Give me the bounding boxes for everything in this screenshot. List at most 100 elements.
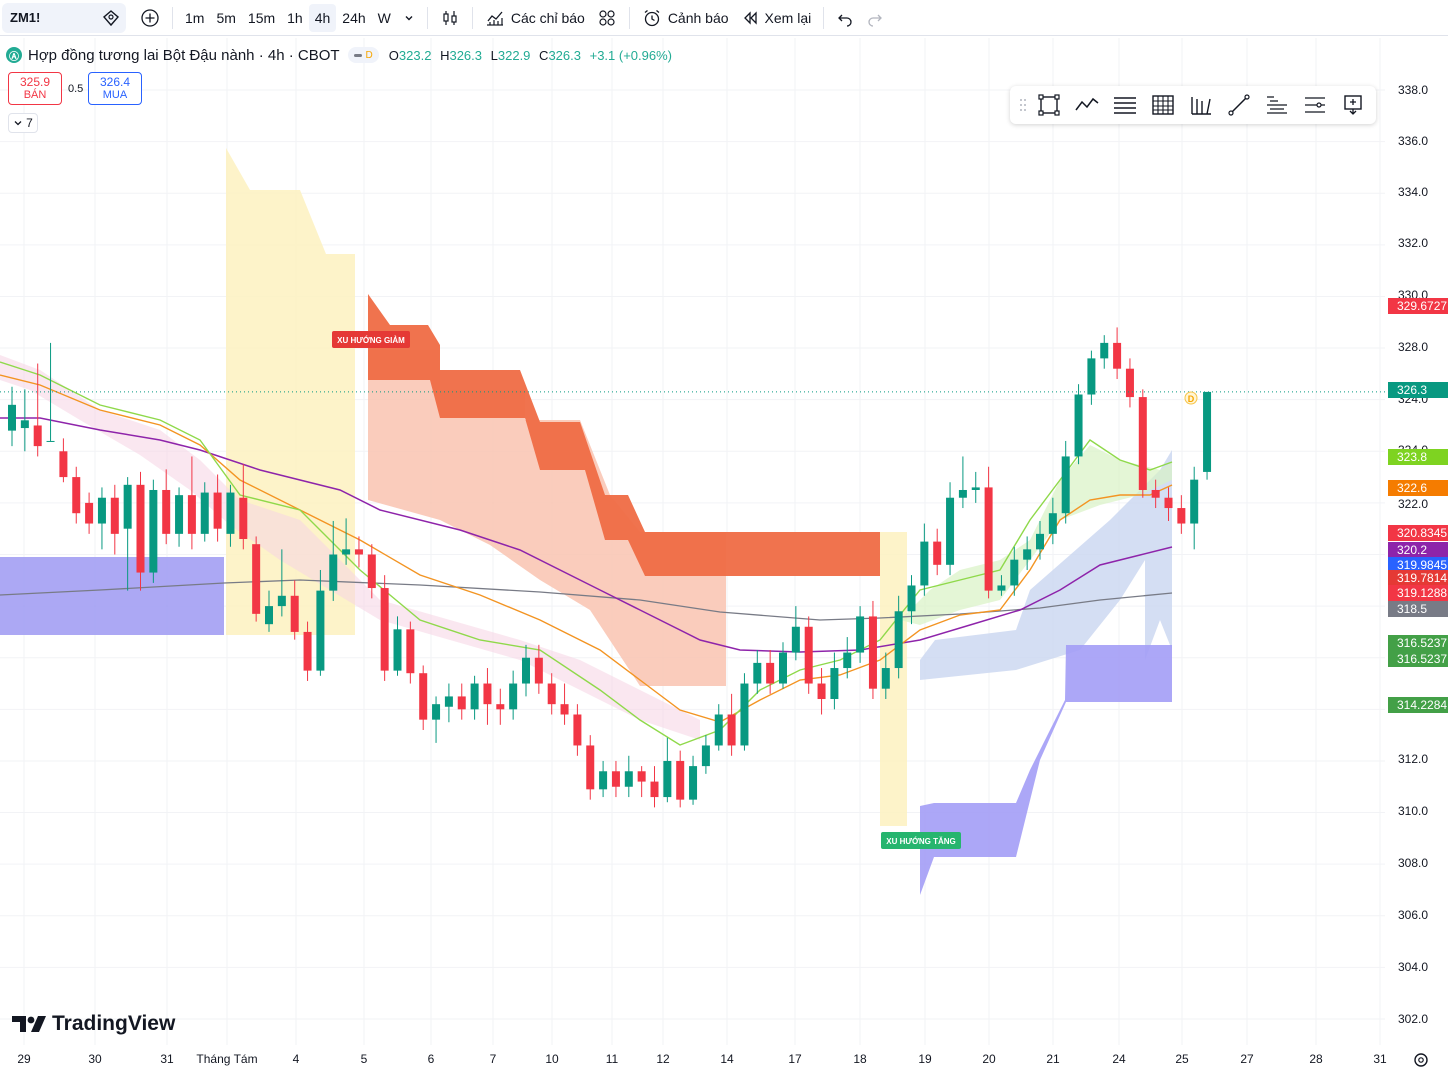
open-value: 323.2 bbox=[398, 47, 432, 63]
drag-dots-icon bbox=[1020, 99, 1026, 111]
gann-box-tool[interactable] bbox=[1144, 89, 1182, 121]
candle-body bbox=[560, 704, 569, 715]
x-tick-label: 31 bbox=[1373, 1052, 1387, 1066]
timeframe-24h[interactable]: 24h bbox=[342, 9, 366, 26]
drag-handle[interactable] bbox=[1016, 89, 1030, 121]
timeframe-dropdown-button[interactable] bbox=[397, 4, 421, 32]
trend-line-tool[interactable] bbox=[1220, 89, 1258, 121]
market-status-letter: D bbox=[365, 49, 373, 61]
low-value: 322.9 bbox=[497, 47, 531, 63]
ma-green-line bbox=[0, 361, 1173, 746]
x-tick-label: 27 bbox=[1240, 1052, 1254, 1066]
price-tag: 319.1288 bbox=[1388, 585, 1448, 601]
change-value: +3.1 (+0.96%) bbox=[589, 47, 672, 63]
candle-body bbox=[1190, 479, 1199, 524]
tv-logo-text: TradingView bbox=[52, 1012, 176, 1035]
indicators-label: Các chỉ báo bbox=[510, 9, 585, 26]
axis-settings-gear-icon[interactable] bbox=[1414, 1053, 1428, 1067]
timeframe-15m[interactable]: 15m bbox=[247, 9, 276, 26]
undo-button[interactable] bbox=[830, 4, 860, 32]
timeframe-1h[interactable]: 1h bbox=[287, 9, 303, 26]
toolbar-divider bbox=[471, 6, 473, 29]
exchange-logo-icon: Ⓐ bbox=[6, 47, 22, 63]
buy-button[interactable]: 326.4 MUA bbox=[88, 72, 142, 105]
candle-body bbox=[46, 440, 55, 442]
close-value: 326.3 bbox=[548, 47, 581, 63]
uptrend-label-bg bbox=[881, 832, 961, 849]
candle-body bbox=[599, 771, 608, 790]
candle-body bbox=[200, 492, 209, 534]
pitchfork-tool[interactable] bbox=[1296, 89, 1334, 121]
price-tag-bg bbox=[1388, 557, 1448, 573]
indicators-collapse-button[interactable]: 7 bbox=[8, 113, 38, 133]
zigzag-icon bbox=[1075, 97, 1099, 111]
grid-icon bbox=[599, 9, 615, 26]
candle-body bbox=[1177, 508, 1186, 524]
price-tag: 319.7814 bbox=[1388, 570, 1448, 586]
timeframe-1m[interactable]: 1m bbox=[185, 9, 205, 26]
x-axis: 29 30 31 Tháng Tám 4 5 6 7 10 11 12 14 17 18 19 20 21 24 2… bbox=[17, 1052, 1387, 1066]
market-status-pill[interactable]: D bbox=[347, 47, 379, 63]
ma-purple-line bbox=[0, 417, 1173, 653]
candle-body bbox=[984, 487, 993, 591]
high-key: H bbox=[440, 47, 450, 63]
price-tag: 320.8345 bbox=[1388, 525, 1448, 541]
candle-body bbox=[946, 497, 955, 565]
compare-add-button[interactable] bbox=[134, 4, 166, 32]
sell-button[interactable]: 325.9 BÁN bbox=[8, 72, 62, 105]
fib-fan-tool[interactable] bbox=[1182, 89, 1220, 121]
candle-body bbox=[894, 611, 903, 669]
fib-levels-icon bbox=[1267, 96, 1287, 114]
sell-label: BÁN bbox=[23, 88, 47, 101]
rectangle-tool[interactable] bbox=[1030, 89, 1068, 121]
price-note-tool[interactable] bbox=[1334, 89, 1372, 121]
y-tick-label: 338.0 bbox=[1398, 83, 1428, 97]
watchlist-diamond-icon[interactable] bbox=[102, 9, 120, 27]
price-tag-text: 318.5 bbox=[1397, 602, 1427, 616]
fib-retracement-tool[interactable] bbox=[1258, 89, 1296, 121]
chart-type-button[interactable] bbox=[434, 4, 466, 32]
price-tag-text: 319.9845 bbox=[1397, 558, 1447, 572]
candle-body bbox=[149, 489, 158, 573]
timeframe-4h[interactable]: 4h bbox=[308, 3, 337, 32]
price-tag: 316.5237 bbox=[1388, 651, 1448, 667]
tradingview-logo[interactable]: TradingView bbox=[12, 1012, 175, 1036]
candle-body bbox=[1036, 533, 1044, 550]
candle-body bbox=[1125, 368, 1134, 398]
chevron-down-icon bbox=[14, 121, 22, 126]
close-key: C bbox=[539, 47, 549, 63]
parallel-channel-tool[interactable] bbox=[1106, 89, 1144, 121]
symbol-search-box[interactable]: ZM1! bbox=[2, 2, 126, 33]
price-tag-text: 316.5237 bbox=[1397, 636, 1447, 650]
path-tool[interactable] bbox=[1068, 89, 1106, 121]
candle-body bbox=[1087, 358, 1096, 395]
candle-body bbox=[997, 585, 1006, 591]
ohlc-values: O323.2 H326.3 L322.9 C326.3 +3.1 (+0.96%… bbox=[389, 48, 677, 63]
price-tag-bg bbox=[1388, 651, 1448, 667]
instrument-title[interactable]: Hợp đồng tương lai Bột Đậu nành · 4h · C… bbox=[28, 46, 340, 64]
candle-body bbox=[162, 489, 171, 534]
alerts-button[interactable]: Cảnh báo bbox=[636, 4, 735, 32]
x-tick-label: Tháng Tám bbox=[196, 1052, 257, 1066]
indicators-button[interactable]: Các chỉ báo bbox=[479, 4, 591, 32]
x-tick-label: 17 bbox=[788, 1052, 802, 1066]
candle-body bbox=[303, 631, 312, 671]
candle-body bbox=[817, 683, 826, 700]
x-tick-label: 21 bbox=[1046, 1052, 1060, 1066]
replay-button[interactable]: Xem lại bbox=[735, 4, 818, 32]
candle-body bbox=[1023, 549, 1032, 560]
candle-body bbox=[470, 683, 479, 710]
top-toolbar: ZM1! 1m 5m 15m 1h 4h 24h W Các chỉ báo C… bbox=[0, 0, 1448, 36]
alarm-clock-icon bbox=[644, 9, 660, 26]
x-tick-label: 7 bbox=[490, 1052, 497, 1066]
candle-body bbox=[1113, 342, 1122, 369]
candle-body bbox=[290, 595, 299, 632]
pitchfork-icon bbox=[1305, 97, 1325, 113]
timeframe-w[interactable]: W bbox=[377, 9, 391, 26]
yellow-zone-2 bbox=[880, 532, 907, 826]
timeframe-5m[interactable]: 5m bbox=[216, 9, 236, 26]
price-tag-text: 316.5237 bbox=[1397, 652, 1447, 666]
redo-button[interactable] bbox=[860, 4, 890, 32]
templates-button[interactable] bbox=[591, 4, 623, 32]
